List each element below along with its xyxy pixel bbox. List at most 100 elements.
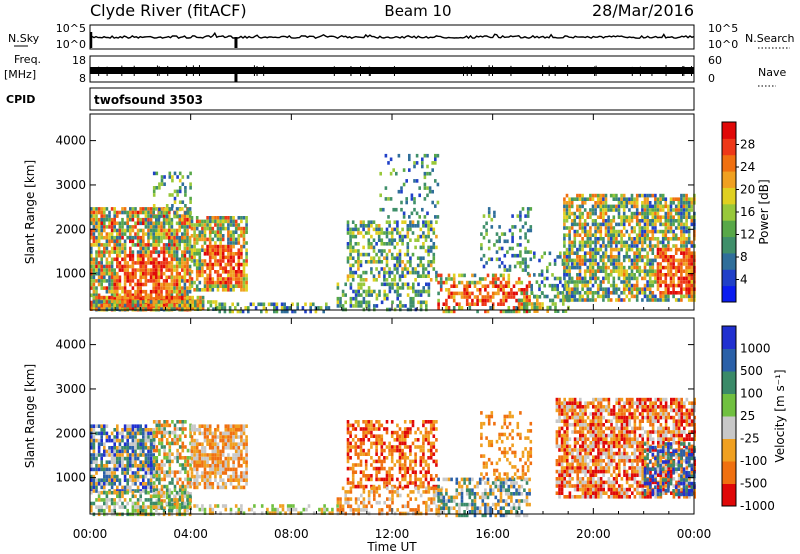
velocity-cell <box>152 492 156 496</box>
power-cell <box>680 237 683 241</box>
power-cell <box>519 264 522 269</box>
power-cell <box>654 201 657 205</box>
power-cell <box>168 225 171 229</box>
power-cell <box>108 275 111 280</box>
velocity-cell <box>121 485 124 490</box>
velocity-cell <box>152 438 156 442</box>
power-cell <box>229 270 233 274</box>
power-cell <box>511 232 514 236</box>
velocity-cell <box>123 478 127 482</box>
power-cell <box>163 211 166 215</box>
velocity-cell <box>203 424 207 428</box>
power-cell <box>617 255 621 259</box>
power-cell <box>206 219 209 224</box>
power-cell <box>168 175 172 179</box>
velocity-cell <box>208 485 212 490</box>
power-cell <box>481 298 485 303</box>
power-cell <box>633 204 636 209</box>
power-cell <box>401 220 404 224</box>
power-cell <box>525 288 529 292</box>
velocity-cell <box>149 478 153 482</box>
power-cell <box>682 201 686 205</box>
power-cell <box>123 303 127 308</box>
power-cell <box>110 268 114 272</box>
power-cell <box>609 222 613 227</box>
velocity-cell <box>203 453 207 457</box>
velocity-cell <box>110 471 114 475</box>
power-cell <box>643 291 647 295</box>
power-cell <box>568 247 571 252</box>
power-cell <box>165 243 168 247</box>
power-cell <box>615 287 618 291</box>
power-cell <box>123 307 127 311</box>
power-cell <box>301 306 305 310</box>
power-cell <box>458 291 461 296</box>
power-cell <box>90 264 93 269</box>
power-cell <box>116 261 119 265</box>
power-cell <box>401 242 404 246</box>
power-cell <box>564 295 568 299</box>
power-cell <box>157 300 161 304</box>
power-cell <box>538 273 541 277</box>
power-cell <box>507 291 511 296</box>
power-cell <box>646 222 649 227</box>
power-cell <box>160 289 163 294</box>
velocity-cell <box>190 471 194 475</box>
velocity-cell <box>181 456 185 460</box>
power-cell <box>162 261 166 265</box>
power-cell <box>123 282 127 287</box>
power-cell <box>656 251 660 255</box>
power-cell <box>602 269 605 273</box>
power-cell <box>144 210 148 215</box>
power-cell <box>360 286 363 290</box>
power-cell <box>628 201 631 205</box>
power-cell <box>188 307 192 311</box>
power-cell <box>570 287 574 291</box>
power-cell <box>149 235 153 240</box>
power-cell <box>561 291 565 295</box>
power-cell <box>530 291 534 295</box>
velocity-cell <box>190 424 194 428</box>
power-cell <box>643 233 647 237</box>
power-cell <box>565 201 569 205</box>
velocity-cell <box>227 428 230 432</box>
power-cell <box>398 249 402 253</box>
power-cell <box>524 250 527 254</box>
power-cell <box>189 211 192 215</box>
power-cell <box>573 215 577 219</box>
power-cell <box>139 210 142 215</box>
power-cell <box>194 307 197 311</box>
power-cell <box>551 298 555 303</box>
power-cell <box>198 280 202 285</box>
velocity-cell <box>221 453 225 457</box>
power-cell <box>541 291 544 295</box>
power-cell <box>589 193 592 198</box>
power-cell <box>589 265 592 270</box>
velocity-cell <box>121 494 124 499</box>
velocity-cell <box>118 490 122 495</box>
power-cell <box>398 231 402 235</box>
velocity-cell <box>176 481 179 485</box>
velocity-cell <box>160 499 164 503</box>
power-cell <box>206 244 209 249</box>
power-cell <box>659 201 662 205</box>
power-cell <box>123 228 127 233</box>
power-cell <box>186 217 189 222</box>
power-cell <box>528 298 531 303</box>
power-cell <box>227 273 230 278</box>
power-cell <box>352 289 355 294</box>
power-cell <box>388 267 391 271</box>
power-cell <box>591 255 595 259</box>
power-cell <box>203 219 207 224</box>
velocity-cell <box>168 463 172 467</box>
velocity-cell <box>219 485 222 490</box>
power-cell <box>677 197 681 201</box>
velocity-cell <box>176 438 179 442</box>
power-cell <box>116 210 119 215</box>
velocity-cell <box>173 430 177 435</box>
power-cell <box>349 263 352 268</box>
power-cell <box>685 222 688 227</box>
power-cell <box>160 295 163 300</box>
velocity-cell <box>165 452 169 456</box>
power-cell <box>181 235 184 240</box>
